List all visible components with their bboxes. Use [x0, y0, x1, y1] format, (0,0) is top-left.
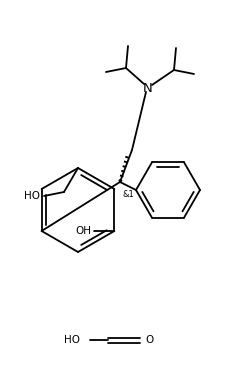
Text: O: O — [144, 335, 153, 345]
Text: &1: &1 — [123, 190, 134, 199]
Text: N: N — [142, 82, 152, 94]
Text: HO: HO — [64, 335, 80, 345]
Text: HO: HO — [24, 191, 40, 201]
Text: OH: OH — [75, 226, 91, 236]
